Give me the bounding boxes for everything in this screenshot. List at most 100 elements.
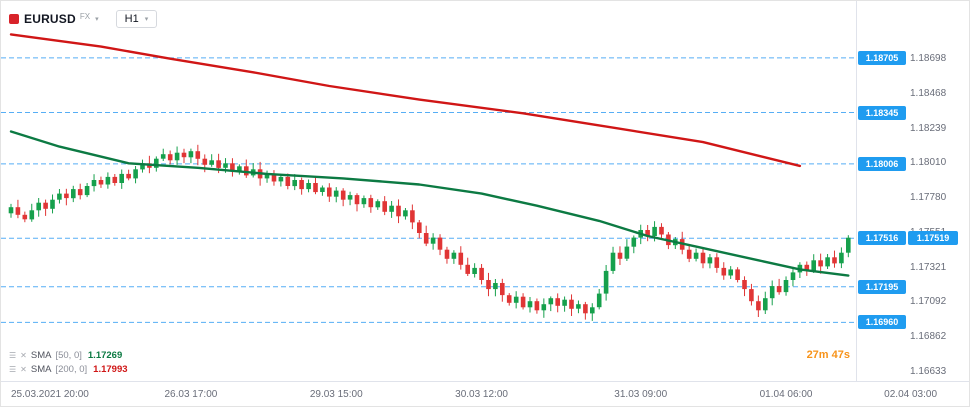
candle-body[interactable] <box>140 163 145 170</box>
candle-body[interactable] <box>403 210 408 217</box>
candle-body[interactable] <box>389 205 394 212</box>
candle-body[interactable] <box>776 286 782 293</box>
candle-body[interactable] <box>444 249 450 259</box>
candle-body[interactable] <box>707 257 713 264</box>
candle-body[interactable] <box>763 298 768 311</box>
candle-body[interactable] <box>686 249 692 259</box>
candle-body[interactable] <box>624 246 630 259</box>
candle-body[interactable] <box>230 163 235 171</box>
candle-body[interactable] <box>154 158 159 168</box>
candlestick-chart[interactable] <box>1 1 856 381</box>
candle-body[interactable] <box>8 207 14 214</box>
candle-body[interactable] <box>327 187 332 197</box>
candle-body[interactable] <box>659 226 664 235</box>
candle-body[interactable] <box>714 257 720 268</box>
candle-body[interactable] <box>769 286 775 299</box>
candle-body[interactable] <box>493 283 498 290</box>
candle-body[interactable] <box>340 190 346 200</box>
candle-body[interactable] <box>555 298 560 306</box>
candle-body[interactable] <box>756 301 761 311</box>
candle-body[interactable] <box>728 269 733 276</box>
candles-group[interactable] <box>8 144 851 321</box>
candle-body[interactable] <box>548 298 554 305</box>
candle-body[interactable] <box>825 257 830 267</box>
timeframe-button[interactable]: H1 ▾ <box>115 10 158 28</box>
candle-body[interactable] <box>645 230 650 237</box>
candle-body[interactable] <box>437 237 443 250</box>
candle-body[interactable] <box>57 193 62 200</box>
candle-body[interactable] <box>105 176 111 185</box>
candle-body[interactable] <box>126 173 131 179</box>
candle-body[interactable] <box>430 237 436 244</box>
candle-body[interactable] <box>244 166 249 176</box>
candle-body[interactable] <box>133 169 138 179</box>
price-axis[interactable]: 1.18698 1.18468 1.18239 1.18010 1.17780 1.175… <box>856 1 969 381</box>
candle-body[interactable] <box>223 163 228 168</box>
candle-body[interactable] <box>354 195 360 205</box>
legend-close-icon[interactable]: ✕ <box>20 364 27 374</box>
candle-body[interactable] <box>417 222 422 233</box>
candle-body[interactable] <box>368 198 374 208</box>
candle-body[interactable] <box>596 293 602 308</box>
candle-body[interactable] <box>181 152 187 158</box>
candle-body[interactable] <box>112 176 118 183</box>
candle-body[interactable] <box>15 207 21 215</box>
candle-body[interactable] <box>292 180 297 187</box>
candle-body[interactable] <box>382 201 387 212</box>
candle-body[interactable] <box>36 202 41 211</box>
candle-body[interactable] <box>22 214 28 220</box>
candle-body[interactable] <box>721 267 727 276</box>
candle-body[interactable] <box>320 187 325 193</box>
candle-body[interactable] <box>306 183 311 190</box>
candle-body[interactable] <box>562 299 567 306</box>
candle-body[interactable] <box>423 233 429 244</box>
candle-body[interactable] <box>700 252 706 264</box>
candle-body[interactable] <box>299 180 304 190</box>
legend-close-icon[interactable]: ✕ <box>20 350 27 360</box>
candle-body[interactable] <box>631 237 637 247</box>
candle-body[interactable] <box>278 176 284 182</box>
candle-body[interactable] <box>500 283 505 296</box>
candle-body[interactable] <box>174 152 180 161</box>
candle-body[interactable] <box>652 226 657 236</box>
candle-body[interactable] <box>458 252 464 265</box>
chevron-down-icon[interactable]: ▾ <box>95 15 99 23</box>
candle-body[interactable] <box>202 158 208 165</box>
sma-50-line[interactable] <box>9 130 850 277</box>
candle-body[interactable] <box>693 252 699 259</box>
candle-body[interactable] <box>264 173 270 179</box>
candle-body[interactable] <box>583 304 588 314</box>
candle-body[interactable] <box>43 202 48 209</box>
candle-body[interactable] <box>513 296 519 303</box>
candle-body[interactable] <box>811 260 816 271</box>
candle-body[interactable] <box>29 210 35 220</box>
candle-body[interactable] <box>285 176 291 186</box>
candle-body[interactable] <box>527 301 533 308</box>
candle-body[interactable] <box>603 270 609 294</box>
candle-body[interactable] <box>783 280 789 293</box>
candle-body[interactable] <box>479 267 484 280</box>
candle-body[interactable] <box>375 201 381 208</box>
indicator-name[interactable]: SMA <box>30 363 52 375</box>
candle-body[interactable] <box>237 166 242 171</box>
candle-body[interactable] <box>50 199 55 209</box>
candle-body[interactable] <box>451 252 457 259</box>
candle-body[interactable] <box>333 190 339 197</box>
chart-area[interactable]: EURUSD FX ▾ H1 ▾ ☰ ✕ SMA [50, 0] 1.17269… <box>1 1 856 381</box>
candle-body[interactable] <box>790 272 796 280</box>
candle-body[interactable] <box>160 154 166 159</box>
sma-200-line[interactable] <box>9 33 802 168</box>
candle-body[interactable] <box>271 173 277 182</box>
candle-body[interactable] <box>617 252 623 259</box>
candle-body[interactable] <box>167 154 173 161</box>
candle-body[interactable] <box>846 237 851 253</box>
candle-body[interactable] <box>472 267 477 274</box>
legend-menu-icon[interactable]: ☰ <box>9 350 17 360</box>
candle-body[interactable] <box>590 307 595 314</box>
indicator-name[interactable]: SMA <box>30 349 52 361</box>
candle-body[interactable] <box>749 289 754 302</box>
candle-body[interactable] <box>465 264 470 274</box>
candle-body[interactable] <box>361 198 367 205</box>
candle-body[interactable] <box>534 301 540 311</box>
candle-body[interactable] <box>832 257 837 264</box>
